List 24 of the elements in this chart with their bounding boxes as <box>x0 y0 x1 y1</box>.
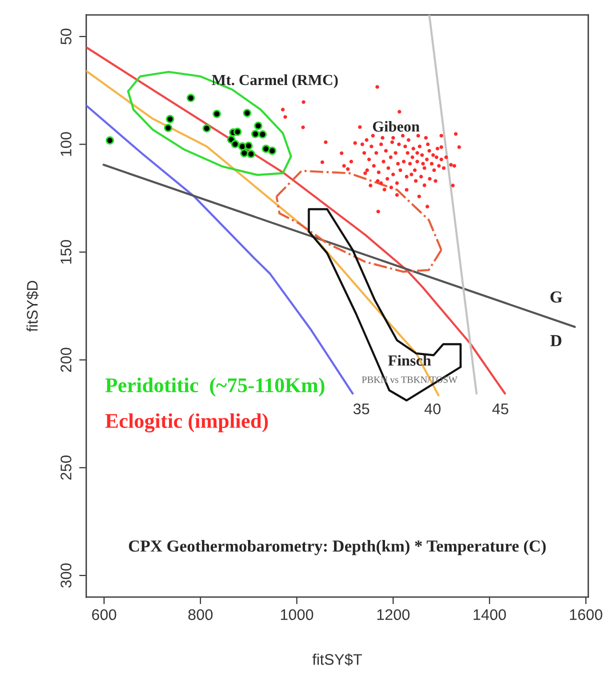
x-tick-label: 1400 <box>474 609 506 620</box>
x-axis-title: fitSY$T <box>312 653 362 666</box>
x-tick-label: 1600 <box>570 609 602 620</box>
text: Peridotitic (~75-110Km) <box>105 378 324 397</box>
annotation: 45 <box>492 404 508 414</box>
y-axis-title: fitSY$D <box>26 280 39 332</box>
x-tick-label: 1000 <box>280 609 314 620</box>
y-tick-label: 200 <box>60 348 72 372</box>
y-tick-label: 300 <box>60 563 72 588</box>
annotation: 40 <box>424 403 441 414</box>
x-tick-label: 1200 <box>377 609 410 620</box>
y-tick-label: 150 <box>60 240 72 264</box>
annotation: 35 <box>353 403 370 414</box>
annotation: G <box>550 291 562 303</box>
x-tick-label: 800 <box>188 609 213 620</box>
x-tick-label: 600 <box>92 609 116 620</box>
annotation: Gibeon <box>372 120 420 132</box>
annotation: CPX Geothermobarometry: Depth(km) * Temperature (C) <box>128 540 546 556</box>
y-tick-label: 50 <box>60 28 72 44</box>
annotation: D <box>550 335 562 346</box>
annotation: Mt. Carmel (RMC) <box>212 74 338 88</box>
text: Eclogitic (implied) <box>105 413 268 432</box>
y-tick-label: 250 <box>60 456 72 480</box>
y-tick-label: 100 <box>60 132 72 156</box>
